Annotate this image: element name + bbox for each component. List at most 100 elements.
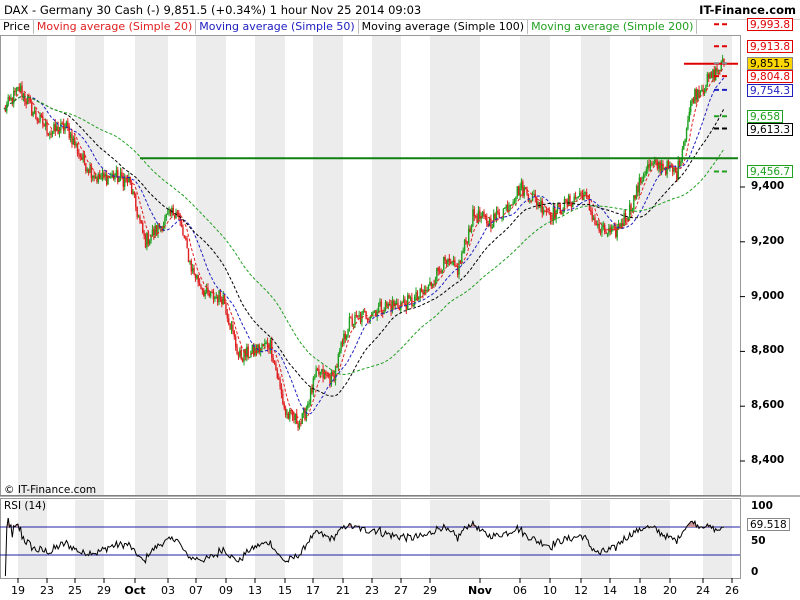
candle-body bbox=[62, 123, 65, 131]
candle-body bbox=[339, 350, 341, 355]
legend-sma20[interactable]: Moving average (Simple 20) bbox=[34, 20, 197, 34]
candle-body bbox=[21, 85, 23, 98]
candle-body bbox=[28, 97, 30, 100]
candle-body bbox=[42, 116, 44, 125]
candle-body bbox=[359, 315, 362, 323]
candle-body bbox=[603, 224, 606, 233]
candle-body bbox=[683, 142, 685, 149]
candle-body bbox=[203, 290, 205, 296]
candle-body bbox=[143, 232, 145, 236]
candle-body bbox=[572, 201, 574, 207]
sma20-line bbox=[3, 67, 725, 421]
candle-body bbox=[332, 372, 334, 375]
candle-body bbox=[169, 208, 172, 214]
legend-sma50[interactable]: Moving average (Simple 50) bbox=[196, 20, 359, 34]
candle-body bbox=[412, 305, 414, 307]
candle-body bbox=[566, 200, 568, 206]
candle-body bbox=[526, 188, 528, 195]
x-tick-label: 23 bbox=[365, 584, 379, 597]
candle-body bbox=[15, 87, 18, 92]
rsi-weekday-band bbox=[372, 500, 401, 578]
candle-body bbox=[468, 228, 470, 244]
candle-body bbox=[458, 260, 460, 275]
candle-body bbox=[280, 386, 283, 394]
candle-body bbox=[512, 202, 514, 206]
candle-body bbox=[390, 304, 392, 312]
candle-body bbox=[22, 93, 25, 98]
candle-body bbox=[555, 211, 557, 219]
candle-body bbox=[17, 87, 19, 89]
candle-body bbox=[340, 342, 342, 351]
candle-body bbox=[13, 90, 15, 104]
x-tick-label: 10 bbox=[543, 584, 557, 597]
candle-body bbox=[352, 323, 355, 326]
brand-name[interactable]: IT-Finance.com bbox=[699, 3, 796, 17]
candle-body bbox=[542, 210, 545, 214]
candle-body bbox=[112, 173, 115, 180]
candle-body bbox=[427, 284, 430, 291]
candle-body bbox=[76, 143, 79, 154]
candle-body bbox=[627, 217, 629, 221]
rsi-weekday-band bbox=[703, 500, 732, 578]
candle-body bbox=[33, 110, 36, 113]
candle-body bbox=[676, 171, 678, 181]
candle-body bbox=[314, 377, 316, 379]
chart-title: DAX - Germany 30 Cash (-) 9,851.5 (+0.34… bbox=[4, 3, 422, 17]
x-tick-label: 09 bbox=[219, 584, 233, 597]
candle-body bbox=[121, 172, 123, 178]
legend-sma200[interactable]: Moving average (Simple 200) bbox=[528, 20, 698, 34]
candle-body bbox=[416, 292, 419, 299]
candle-body bbox=[463, 239, 466, 251]
candle-body bbox=[574, 196, 577, 198]
candle-body bbox=[717, 70, 720, 72]
candle-body bbox=[369, 316, 371, 320]
candle-body bbox=[7, 96, 9, 105]
candle-body bbox=[351, 318, 353, 326]
candle-body bbox=[136, 206, 138, 217]
candle-body bbox=[208, 293, 211, 297]
candle-body bbox=[40, 114, 43, 117]
candle-body bbox=[365, 311, 367, 319]
candle-body bbox=[185, 238, 187, 240]
candle-body bbox=[612, 226, 614, 228]
candle-body bbox=[703, 89, 706, 93]
candle-body bbox=[18, 87, 20, 92]
candle-body bbox=[132, 191, 134, 195]
weekday-band bbox=[372, 36, 401, 495]
candle-body bbox=[194, 273, 197, 279]
candle-body bbox=[605, 232, 607, 234]
candle-body bbox=[400, 302, 402, 310]
candle-body bbox=[79, 154, 82, 157]
candle-body bbox=[386, 302, 388, 307]
candle-body bbox=[354, 315, 356, 324]
candle-body bbox=[269, 340, 272, 350]
candle-body bbox=[327, 374, 330, 377]
candle-body bbox=[119, 172, 122, 178]
candle-body bbox=[58, 130, 61, 134]
candle-body bbox=[565, 199, 567, 201]
rsi-level-0: 0 bbox=[751, 566, 759, 578]
candle-body bbox=[719, 70, 721, 72]
legend-sma100[interactable]: Moving average (Simple 100) bbox=[359, 20, 529, 34]
candle-body bbox=[437, 267, 439, 271]
candle-body bbox=[706, 74, 709, 86]
candle-body bbox=[644, 174, 646, 176]
candle-body bbox=[488, 218, 491, 227]
candle-body bbox=[286, 413, 288, 415]
candle-body bbox=[44, 121, 47, 127]
legend-price[interactable]: Price bbox=[0, 20, 34, 34]
candle-body bbox=[198, 282, 201, 285]
candle-body bbox=[111, 173, 113, 177]
rsi-weekday-band bbox=[75, 500, 104, 578]
candle-body bbox=[609, 227, 611, 232]
candle-body bbox=[708, 74, 710, 79]
candle-body bbox=[440, 270, 442, 274]
weekday-band bbox=[196, 36, 226, 495]
candle-body bbox=[685, 128, 688, 140]
candle-body bbox=[608, 227, 610, 234]
candle-body bbox=[558, 203, 560, 205]
x-tick-label: 23 bbox=[40, 584, 54, 597]
candle-body bbox=[204, 291, 206, 296]
candle-body bbox=[218, 290, 220, 303]
